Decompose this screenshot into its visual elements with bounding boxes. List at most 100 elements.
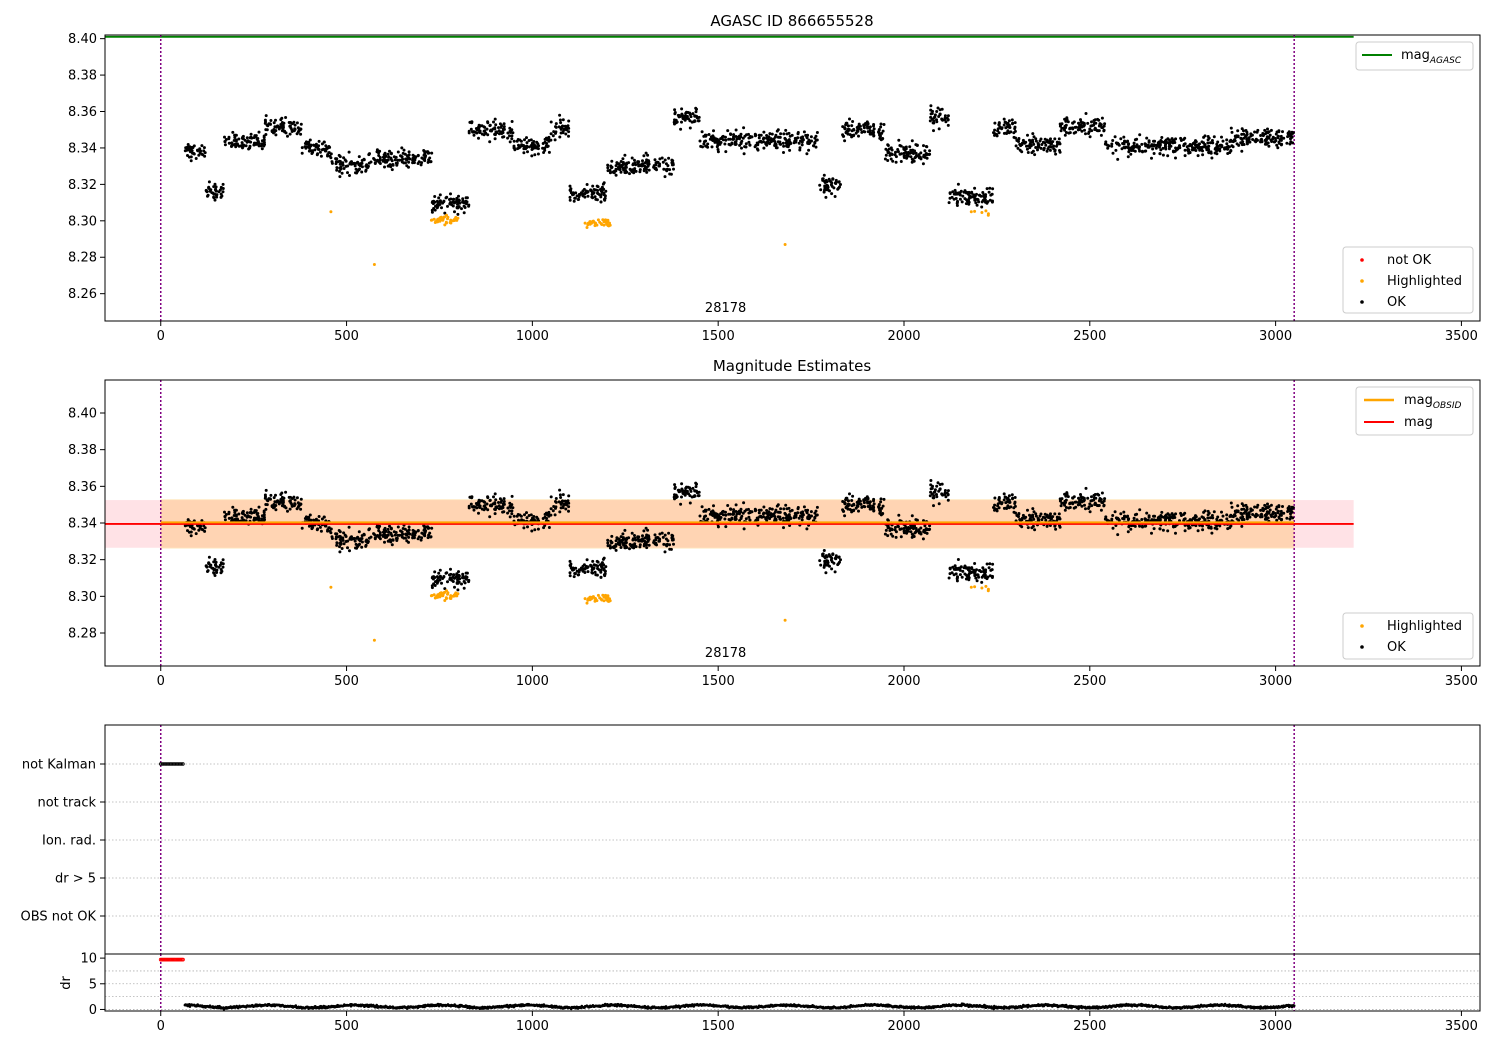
ok-point	[1161, 146, 1165, 150]
ok-point	[712, 504, 715, 508]
ok-point	[469, 127, 473, 131]
ok-point	[1082, 498, 1086, 502]
ok-point	[670, 158, 674, 162]
ok-point	[1225, 138, 1229, 142]
ok-point	[1159, 148, 1163, 152]
ok-point	[400, 155, 404, 159]
ok-point	[592, 563, 596, 567]
ok-point	[335, 541, 339, 545]
highlighted-point	[443, 599, 447, 602]
ok-point	[729, 507, 732, 511]
ok-point	[189, 159, 193, 163]
ok-point	[964, 577, 968, 581]
ok-point	[748, 143, 752, 147]
ok-point	[231, 505, 235, 509]
ok-point	[456, 202, 459, 206]
ok-point	[832, 186, 836, 190]
ok-point	[754, 133, 758, 137]
ok-point	[786, 141, 789, 145]
ok-point	[502, 510, 506, 514]
ok-point	[197, 153, 201, 157]
ok-point	[405, 539, 409, 543]
highlighted-point	[372, 638, 376, 642]
ok-point	[194, 532, 198, 536]
ok-point	[1024, 140, 1028, 144]
ok-point	[681, 114, 685, 118]
ok-point	[719, 141, 723, 144]
ok-point	[841, 500, 845, 503]
ok-point	[324, 144, 328, 148]
ok-point	[1200, 140, 1204, 144]
highlighted-point	[973, 585, 977, 589]
ok-point	[882, 123, 886, 126]
ok-point	[493, 492, 497, 496]
ok-point	[360, 545, 364, 549]
legend-marker-not-ok	[1360, 258, 1364, 262]
ok-point	[812, 144, 815, 148]
ok-point	[1254, 512, 1258, 516]
ok-point	[594, 573, 598, 577]
ok-point	[1236, 510, 1240, 514]
ok-point	[782, 151, 785, 154]
ok-point	[533, 528, 537, 532]
ok-point	[693, 489, 697, 493]
ok-point	[687, 117, 690, 121]
ok-point	[315, 153, 319, 157]
ok-point	[574, 191, 578, 195]
ok-point	[1126, 139, 1130, 143]
ok-point	[499, 500, 503, 504]
ok-point	[980, 200, 984, 204]
ok-point	[859, 128, 863, 131]
ok-point	[845, 496, 849, 500]
ok-point	[904, 147, 908, 151]
ok-point	[1020, 150, 1024, 154]
ok-point	[553, 513, 557, 517]
ok-point	[286, 134, 289, 138]
y-tick-label: 8.30	[68, 214, 97, 229]
ok-point	[477, 511, 480, 515]
ok-point	[1147, 140, 1151, 144]
ok-point	[1055, 517, 1059, 521]
ok-point	[951, 565, 955, 569]
ok-point	[396, 150, 400, 154]
ok-point	[620, 165, 624, 168]
ok-point	[1210, 531, 1214, 535]
ok-point	[599, 200, 603, 204]
ok-point	[215, 195, 219, 199]
ok-point	[638, 545, 642, 549]
ok-point	[1229, 149, 1233, 153]
ok-point	[825, 559, 829, 563]
ok-point	[334, 157, 338, 161]
ok-point	[416, 153, 420, 157]
ok-point	[1240, 512, 1244, 516]
ok-point	[997, 496, 1001, 499]
ok-point	[451, 204, 455, 208]
ok-point	[274, 504, 278, 507]
ok-point	[693, 494, 697, 498]
ok-point	[886, 518, 890, 522]
ok-point	[839, 183, 842, 186]
ok-point	[280, 123, 284, 127]
ok-point	[473, 505, 477, 509]
ok-point	[1122, 135, 1126, 139]
ok-point	[663, 533, 667, 537]
ok-point	[1276, 135, 1280, 139]
ok-point	[738, 137, 741, 141]
ok-point	[872, 499, 875, 503]
ok-point	[807, 148, 811, 152]
ok-point	[341, 538, 345, 542]
ok-point	[498, 497, 502, 501]
ok-point	[902, 151, 906, 155]
ok-point	[769, 513, 773, 516]
ok-point	[1133, 513, 1137, 517]
ok-point	[943, 491, 947, 495]
ok-point	[248, 146, 251, 150]
ok-point	[813, 141, 817, 145]
ok-point	[477, 136, 480, 140]
ok-point	[628, 167, 632, 171]
ok-point	[863, 130, 867, 134]
ok-point	[221, 190, 225, 194]
highlighted-point	[969, 210, 973, 214]
ok-point	[360, 537, 364, 540]
ok-point	[456, 581, 460, 585]
